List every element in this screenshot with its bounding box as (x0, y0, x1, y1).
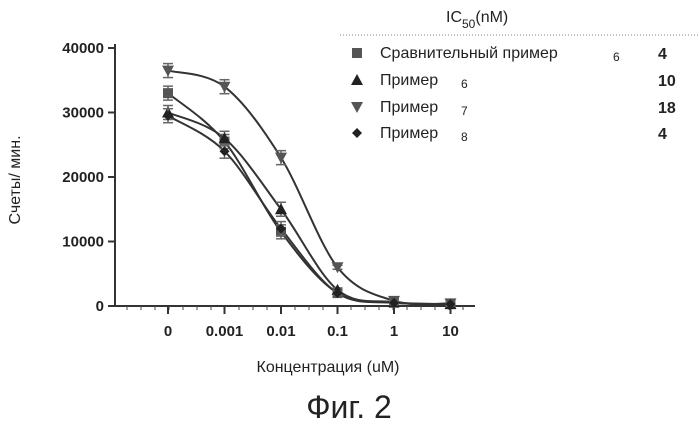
legend: IC50(nM) Сравнительный пример 6 4 Пример 6 10 П… (340, 9, 699, 144)
data-point-4 (276, 223, 286, 234)
legend-marker-1 (352, 48, 362, 58)
y-axis-label: Счеты/ мин. (7, 135, 24, 224)
data-point-4 (445, 299, 456, 310)
data-point-4 (389, 297, 399, 308)
ic50-value: 4 (658, 46, 667, 63)
legend-label: Пример (380, 99, 438, 116)
legend-marker-2 (351, 74, 363, 85)
data-point-3 (275, 152, 287, 164)
ic50-value: 18 (658, 100, 676, 117)
legend-marker-4 (352, 128, 362, 138)
data-point-3 (162, 65, 174, 77)
y-tick-label: 20000 (62, 169, 104, 186)
y-tick-label: 30000 (62, 105, 104, 122)
legend-label-number: 6 (461, 77, 468, 91)
x-tick-label: 10 (442, 323, 459, 340)
axes: 0 10000 20000 30000 40000 0 0.001 0.01 0.1 1 10 (62, 40, 475, 340)
data-point-4 (219, 146, 230, 157)
y-tick-label: 10000 (62, 234, 104, 251)
legend-label-number: 7 (461, 104, 468, 118)
x-tick-label: 0.01 (266, 323, 295, 340)
ic50-value: 10 (658, 73, 676, 90)
y-tick-label: 0 (96, 298, 104, 315)
data-point-1 (163, 88, 173, 99)
data-point-2 (275, 203, 287, 215)
ic50-header: IC50(nM) (446, 9, 508, 31)
figure-caption: Фиг. 2 (306, 389, 392, 425)
series-line-4 (167, 114, 451, 306)
y-tick-label: 40000 (62, 40, 104, 57)
data-point-4 (332, 288, 343, 299)
legend-label-number: 8 (461, 130, 468, 144)
x-tick-label: 0.1 (327, 323, 348, 340)
data-points (162, 62, 457, 310)
legend-label: Пример (380, 72, 438, 89)
data-point-3 (218, 81, 231, 93)
legend-label-number: 6 (613, 50, 620, 64)
x-tick-label: 0.001 (206, 323, 244, 340)
legend-label: Пример (380, 125, 438, 142)
data-point-2 (218, 132, 231, 144)
x-tick-label: 0 (164, 323, 172, 340)
x-tick-label: 1 (390, 323, 398, 340)
data-point-3 (331, 262, 344, 274)
legend-marker-3 (351, 102, 363, 113)
legend-label: Сравнительный пример (380, 45, 558, 62)
ic50-value: 4 (658, 126, 667, 143)
x-axis-label: Концентрация (uM) (257, 359, 400, 376)
data-point-4 (163, 110, 173, 121)
